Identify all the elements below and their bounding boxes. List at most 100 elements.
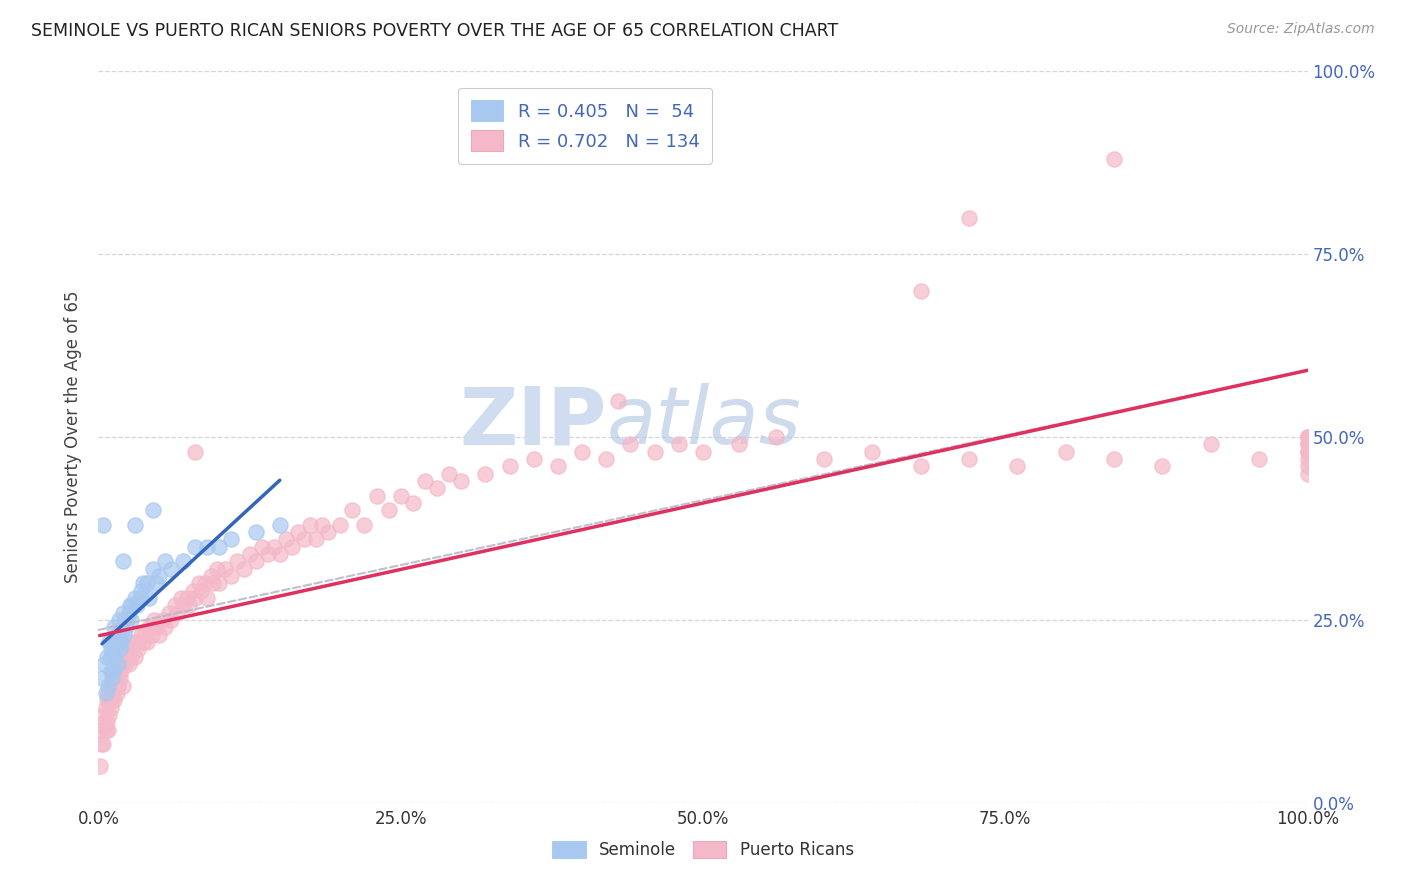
Point — [108, 613, 131, 627]
Point — [1296, 430, 1319, 444]
Point — [498, 459, 520, 474]
Point — [910, 459, 932, 474]
Point — [118, 642, 141, 657]
Point — [100, 672, 122, 686]
Point — [389, 489, 412, 503]
Point — [101, 679, 124, 693]
Point — [232, 562, 254, 576]
Point — [100, 635, 122, 649]
Point — [108, 657, 131, 671]
Point — [1152, 459, 1174, 474]
Point — [1007, 459, 1029, 474]
Point — [124, 517, 146, 532]
Point — [145, 620, 167, 634]
Point — [190, 583, 212, 598]
Point — [148, 569, 170, 583]
Point — [120, 613, 142, 627]
Point — [143, 613, 166, 627]
Point — [94, 686, 117, 700]
Point — [114, 613, 136, 627]
Point — [98, 635, 121, 649]
Point — [91, 723, 114, 737]
Point — [97, 686, 120, 700]
Point — [111, 606, 134, 620]
Point — [121, 635, 143, 649]
Point — [1296, 467, 1319, 481]
Point — [103, 672, 125, 686]
Point — [120, 649, 142, 664]
Point — [135, 635, 157, 649]
Point — [214, 562, 236, 576]
Point — [292, 533, 315, 547]
Point — [208, 576, 231, 591]
Point — [547, 459, 569, 474]
Point — [91, 737, 114, 751]
Point — [957, 452, 980, 467]
Point — [353, 517, 375, 532]
Point — [728, 437, 751, 451]
Point — [107, 679, 129, 693]
Point — [94, 723, 117, 737]
Point — [595, 452, 617, 467]
Point — [910, 284, 932, 298]
Point — [135, 576, 157, 591]
Point — [184, 591, 207, 605]
Point — [111, 649, 134, 664]
Point — [111, 679, 134, 693]
Point — [1102, 152, 1125, 166]
Point — [103, 693, 125, 707]
Point — [145, 576, 167, 591]
Point — [181, 583, 204, 598]
Point — [179, 599, 201, 613]
Point — [93, 715, 115, 730]
Point — [111, 554, 134, 568]
Point — [194, 576, 217, 591]
Point — [202, 576, 225, 591]
Point — [89, 759, 111, 773]
Point — [474, 467, 496, 481]
Point — [97, 723, 120, 737]
Point — [221, 533, 243, 547]
Point — [105, 686, 128, 700]
Point — [105, 635, 128, 649]
Point — [245, 525, 267, 540]
Point — [112, 627, 135, 641]
Point — [98, 693, 121, 707]
Point — [256, 547, 278, 561]
Point — [160, 613, 183, 627]
Point — [1296, 430, 1319, 444]
Point — [157, 606, 180, 620]
Point — [101, 686, 124, 700]
Point — [377, 503, 399, 517]
Point — [148, 627, 170, 641]
Point — [142, 562, 165, 576]
Point — [1296, 452, 1319, 467]
Point — [124, 649, 146, 664]
Point — [100, 679, 122, 693]
Point — [160, 562, 183, 576]
Point — [311, 517, 333, 532]
Point — [104, 664, 127, 678]
Point — [571, 444, 593, 458]
Point — [93, 708, 115, 723]
Point — [96, 693, 118, 707]
Point — [1296, 444, 1319, 458]
Point — [124, 591, 146, 605]
Point — [692, 444, 714, 458]
Point — [152, 613, 174, 627]
Point — [91, 672, 114, 686]
Point — [110, 635, 132, 649]
Point — [118, 657, 141, 671]
Point — [1054, 444, 1077, 458]
Point — [172, 599, 194, 613]
Point — [153, 620, 176, 634]
Point — [114, 642, 136, 657]
Point — [125, 635, 148, 649]
Point — [108, 642, 131, 657]
Point — [176, 591, 198, 605]
Point — [114, 657, 136, 671]
Point — [245, 554, 267, 568]
Point — [169, 591, 191, 605]
Point — [134, 627, 156, 641]
Point — [450, 474, 472, 488]
